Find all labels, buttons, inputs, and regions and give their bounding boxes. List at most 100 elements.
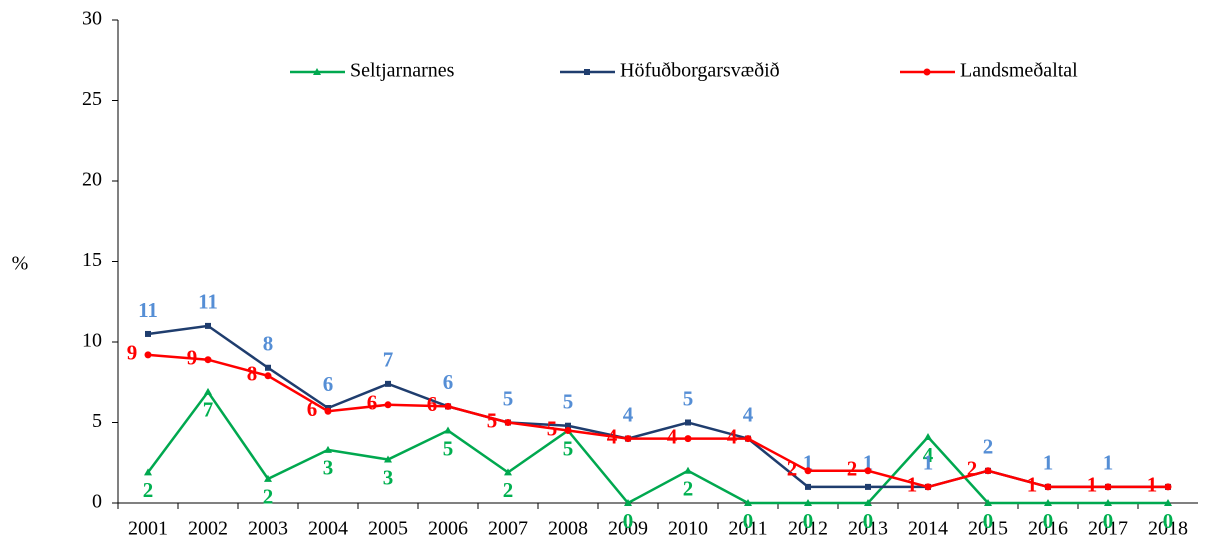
marker <box>744 435 752 443</box>
marker <box>865 483 871 490</box>
data-label: 9 <box>127 341 138 365</box>
marker <box>384 455 392 463</box>
data-label: 8 <box>247 362 258 386</box>
marker <box>145 330 151 337</box>
marker <box>264 474 272 482</box>
data-label: 0 <box>983 509 994 533</box>
data-label: 2 <box>683 477 694 501</box>
marker <box>264 372 272 380</box>
data-label: 0 <box>863 509 874 533</box>
y-tick-label: 20 <box>82 169 102 191</box>
marker <box>504 419 512 426</box>
x-tick-label: 2011 <box>728 518 767 540</box>
data-label: 0 <box>803 509 814 533</box>
data-label: 0 <box>623 509 634 533</box>
x-tick-label: 2007 <box>488 518 528 540</box>
data-label: 4 <box>727 424 738 448</box>
data-label: 4 <box>743 402 754 426</box>
marker <box>1164 483 1172 491</box>
data-label: 3 <box>383 465 394 489</box>
x-tick-label: 2015 <box>968 518 1008 540</box>
marker <box>265 364 271 371</box>
data-label: 6 <box>367 391 378 415</box>
data-label: 7 <box>203 398 214 422</box>
marker <box>584 69 590 75</box>
marker <box>1044 483 1052 491</box>
x-tick-label: 2018 <box>1148 518 1188 540</box>
marker <box>864 467 872 475</box>
data-label: 4 <box>623 402 634 426</box>
data-label: 11 <box>138 298 158 322</box>
data-label: 6 <box>323 372 334 396</box>
x-tick-label: 2002 <box>188 518 228 540</box>
x-tick-label: 2003 <box>248 518 288 540</box>
marker <box>984 499 992 506</box>
marker <box>1104 499 1112 506</box>
marker <box>144 351 152 359</box>
x-tick-label: 2017 <box>1088 518 1128 540</box>
data-label: 1 <box>1087 473 1098 497</box>
marker <box>685 419 691 426</box>
marker <box>504 468 512 476</box>
y-tick-label: 15 <box>82 249 102 271</box>
data-label: 4 <box>667 424 678 448</box>
data-label: 5 <box>563 390 574 414</box>
line <box>146 389 1168 505</box>
marker <box>565 422 571 429</box>
marker <box>564 427 572 435</box>
data-label: 3 <box>323 456 334 480</box>
data-label: 1 <box>863 451 874 475</box>
data-label: 1 <box>907 473 918 497</box>
data-label: 0 <box>743 509 754 533</box>
marker <box>204 356 212 364</box>
data-label: 11 <box>198 290 218 314</box>
x-tick-label: 2014 <box>908 518 948 540</box>
data-label: 1 <box>1027 473 1038 497</box>
data-label: 0 <box>1103 509 1114 533</box>
marker <box>805 483 811 490</box>
data-label: 0 <box>1043 509 1054 533</box>
marker <box>313 68 321 75</box>
marker <box>684 435 692 443</box>
data-label: 1 <box>1103 451 1114 475</box>
x-tick-label: 2010 <box>668 518 708 540</box>
data-label: 0 <box>1163 509 1174 533</box>
marker <box>324 445 332 453</box>
data-label: 2 <box>847 457 858 481</box>
legend-label: Landsmeðaltal <box>960 60 1078 82</box>
data-label: 2 <box>143 478 154 502</box>
x-tick-label: 2008 <box>548 518 588 540</box>
x-tick-label: 2013 <box>848 518 888 540</box>
marker <box>624 499 632 506</box>
y-tick-label: 30 <box>82 8 102 30</box>
data-label: 6 <box>443 370 454 394</box>
marker <box>444 402 452 410</box>
data-label: 5 <box>487 408 498 432</box>
x-tick-label: 2005 <box>368 518 408 540</box>
legend-label: Seltjarnarnes <box>350 60 455 82</box>
data-label: 2 <box>787 457 798 481</box>
marker <box>1044 499 1052 506</box>
marker <box>384 401 392 409</box>
data-label: 5 <box>503 386 514 410</box>
x-tick-label: 2004 <box>308 518 348 540</box>
marker <box>385 380 391 387</box>
marker <box>1164 499 1172 506</box>
x-tick-label: 2012 <box>788 518 828 540</box>
marker <box>924 432 932 440</box>
x-tick-label: 2001 <box>128 518 168 540</box>
x-tick-label: 2006 <box>428 518 468 540</box>
data-label: 7 <box>383 348 394 372</box>
data-label: 1 <box>1043 451 1054 475</box>
data-label: 4 <box>923 443 934 467</box>
marker <box>984 467 992 475</box>
y-axis-label: % <box>12 253 29 275</box>
marker <box>624 435 632 443</box>
x-tick-label: 2016 <box>1028 518 1068 540</box>
marker <box>1104 483 1112 491</box>
marker <box>684 466 692 474</box>
data-label: 2 <box>503 478 514 502</box>
data-label: 9 <box>187 346 198 370</box>
data-label: 5 <box>683 386 694 410</box>
